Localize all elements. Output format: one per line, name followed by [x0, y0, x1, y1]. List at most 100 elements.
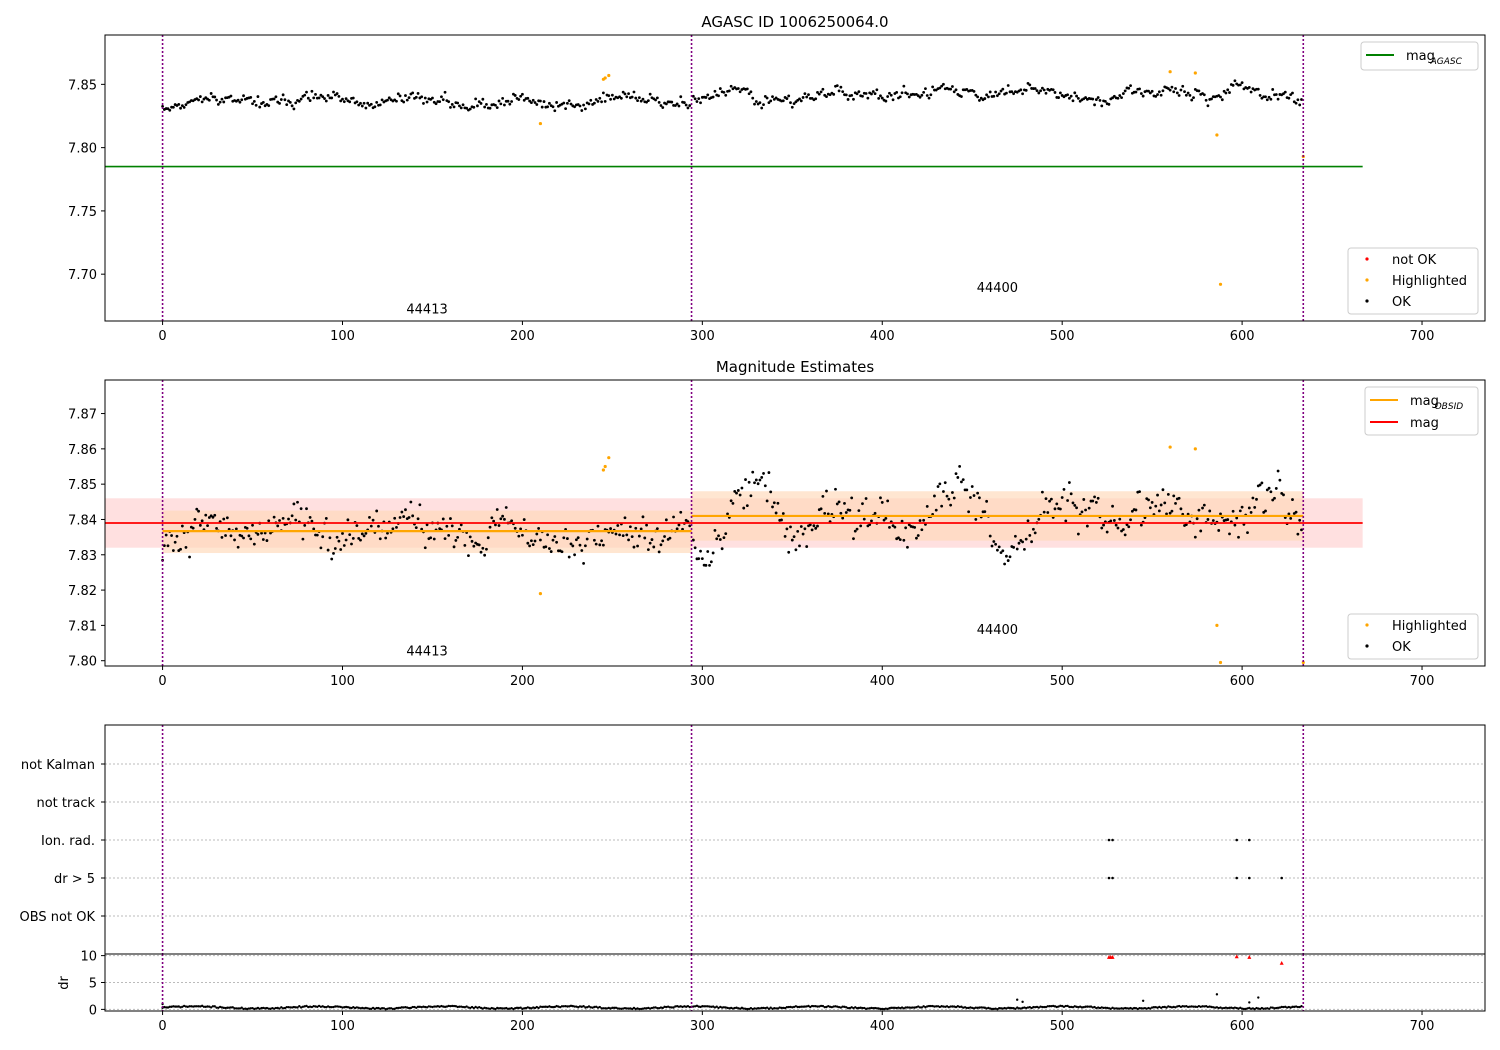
- legend-frame: [1347, 247, 1479, 315]
- dr-ok-point: [235, 1007, 238, 1010]
- ok-point: [200, 519, 204, 523]
- ok-point: [380, 98, 384, 102]
- ok-point: [1157, 90, 1161, 94]
- ok-point: [272, 515, 276, 519]
- dr-ok-point: [1161, 1005, 1165, 1009]
- ok-point: [636, 99, 639, 103]
- ok-point: [699, 549, 702, 553]
- ok-point: [323, 97, 326, 100]
- dr-ok-point: [987, 1006, 990, 1010]
- dr-ok-point: [965, 1006, 969, 1010]
- ok-point: [693, 546, 697, 550]
- dr-ok-point: [864, 1007, 868, 1011]
- ok-point: [238, 100, 242, 104]
- ok-point: [222, 100, 226, 104]
- ok-point: [720, 547, 724, 551]
- ok-point: [1100, 526, 1104, 530]
- dr-ok-point: [398, 1006, 402, 1010]
- ok-point: [350, 542, 353, 546]
- ok-point: [967, 510, 971, 514]
- dr-ok-point: [181, 1005, 184, 1008]
- ok-point: [839, 85, 843, 89]
- dr-ok-point: [497, 1007, 501, 1010]
- dr-ok-point: [1023, 1006, 1026, 1009]
- ok-point: [179, 547, 182, 551]
- dr-ok-point: [164, 1006, 168, 1009]
- ok-point: [546, 105, 550, 109]
- ok-point: [1091, 97, 1095, 101]
- dr-ok-point: [440, 1004, 443, 1008]
- ok-point: [1192, 96, 1195, 100]
- ok-point: [418, 503, 422, 507]
- ok-point: [1287, 512, 1291, 516]
- ok-point: [539, 99, 542, 103]
- dr-ok-point: [425, 1006, 429, 1009]
- dr-ok-point: [1120, 1007, 1123, 1010]
- y-tick-label: 7.80: [68, 142, 97, 157]
- dr-ok-point: [900, 1006, 904, 1009]
- dr-ok-point: [510, 1006, 513, 1010]
- ok-point: [1179, 88, 1183, 92]
- ok-point: [409, 500, 413, 504]
- ok-point: [513, 94, 517, 97]
- ok-point: [1012, 92, 1016, 96]
- ok-point: [657, 100, 661, 104]
- dr-ok-point: [699, 1005, 702, 1009]
- ok-point: [868, 523, 872, 527]
- ok-point: [429, 536, 433, 540]
- dr-ok-point: [1131, 1007, 1134, 1011]
- x-tick-label: 700: [1410, 674, 1435, 689]
- ok-point: [866, 96, 870, 100]
- highlighted-point: [1215, 133, 1219, 137]
- ok-point: [655, 527, 659, 530]
- ok-point: [1112, 519, 1116, 522]
- ok-point: [308, 515, 312, 519]
- dr-ok-point: [600, 1007, 603, 1010]
- ok-point: [447, 100, 451, 104]
- dr-ok-point: [1032, 1005, 1035, 1009]
- ok-point: [299, 507, 303, 511]
- ok-point: [718, 538, 722, 541]
- dr-ok-point: [945, 1005, 949, 1008]
- ok-point: [603, 99, 607, 103]
- ok-point: [301, 537, 305, 541]
- dr-ok-point: [418, 1005, 422, 1009]
- ok-point: [938, 482, 942, 486]
- ok-point: [506, 99, 510, 103]
- dr-ok-point: [688, 1005, 691, 1009]
- ok-point: [459, 106, 463, 110]
- ok-point: [578, 104, 582, 108]
- dr-ok-point: [1030, 1006, 1033, 1010]
- dr-ok-point: [1008, 1006, 1012, 1010]
- ok-point: [314, 92, 317, 96]
- ok-point: [942, 490, 945, 493]
- ok-point: [918, 519, 922, 522]
- ok-point: [582, 103, 585, 107]
- ok-point: [798, 544, 801, 548]
- ok-point: [1253, 506, 1257, 509]
- ok-point: [344, 97, 348, 101]
- ok-point: [245, 526, 249, 530]
- dr-ok-point: [492, 1007, 495, 1010]
- dr-ok-point: [949, 1005, 952, 1008]
- dr-ok-point: [1255, 1006, 1258, 1010]
- dr-ok-point: [514, 1007, 517, 1010]
- ok-point: [601, 543, 605, 547]
- ok-point: [274, 95, 278, 99]
- flag-category-label: Ion. rad.: [41, 834, 95, 849]
- dr-ok-point: [1222, 1006, 1226, 1010]
- ok-point: [735, 491, 738, 495]
- ok-point: [562, 101, 566, 105]
- ok-point: [821, 87, 825, 91]
- ok-point: [1247, 86, 1251, 89]
- dr-ok-point: [794, 1005, 798, 1008]
- ok-point: [801, 532, 805, 536]
- dr-ok-point: [343, 1006, 346, 1009]
- dr-ok-point: [1024, 1006, 1028, 1010]
- ok-point: [434, 102, 438, 106]
- ok-point: [823, 511, 827, 515]
- dr-ok-point: [906, 1006, 909, 1009]
- ok-point: [416, 92, 420, 95]
- dr-ok-point: [560, 1005, 564, 1008]
- flag-point: [1111, 838, 1114, 842]
